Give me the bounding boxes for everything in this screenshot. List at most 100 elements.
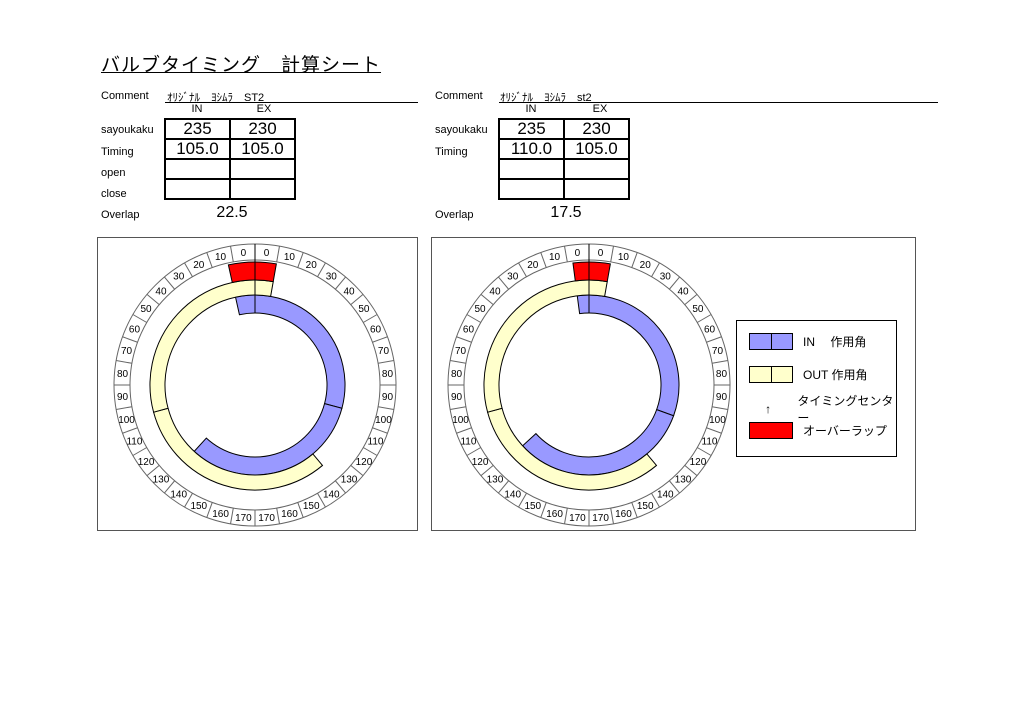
scale-tick xyxy=(132,447,147,456)
scale-tick xyxy=(372,427,388,434)
scale-label: 110 xyxy=(702,437,718,448)
scale-label: 10 xyxy=(618,252,630,263)
scale-label: 100 xyxy=(375,415,392,426)
in-open[interactable] xyxy=(498,158,565,180)
in-timing[interactable]: 110.0 xyxy=(498,138,565,160)
ex-header: EX xyxy=(256,103,272,115)
in-sayoukaku[interactable]: 235 xyxy=(164,118,231,140)
legend-center: ↑ タイミングセンター xyxy=(749,392,896,426)
in-sayoukaku[interactable]: 235 xyxy=(498,118,565,140)
in-close[interactable] xyxy=(498,178,565,200)
legend-overlap: オーバーラップ xyxy=(749,422,887,439)
scale-label: 170 xyxy=(235,513,252,524)
scale-tick xyxy=(610,508,614,524)
scale-tick xyxy=(450,406,466,410)
overlap-arc xyxy=(572,261,611,283)
scale-tick xyxy=(651,262,660,277)
ex-close[interactable] xyxy=(229,178,296,200)
scale-tick xyxy=(378,360,394,364)
scale-tick xyxy=(712,360,728,364)
comment-value[interactable]: ｵﾘｼﾞﾅﾙ ﾖｼﾑﾗ st2 xyxy=(500,92,592,104)
scale-label: 20 xyxy=(193,260,205,271)
scale-label: 100 xyxy=(118,415,135,426)
scale-label: 140 xyxy=(504,489,521,500)
scale-label: 60 xyxy=(370,324,382,335)
ex-open[interactable] xyxy=(229,158,296,180)
ex-timing[interactable]: 105.0 xyxy=(229,138,296,160)
scale-tick xyxy=(146,293,160,306)
in-timing[interactable]: 105.0 xyxy=(164,138,231,160)
ex-timing[interactable]: 105.0 xyxy=(563,138,630,160)
in-header: IN xyxy=(525,103,537,115)
scale-label: 150 xyxy=(524,501,541,512)
scale-label: 20 xyxy=(640,260,652,271)
comment-label: Comment xyxy=(435,90,483,102)
scale-tick xyxy=(184,262,193,277)
scale-label: 50 xyxy=(692,304,704,315)
overlap-label: Overlap xyxy=(435,209,474,221)
scale-label: 0 xyxy=(598,248,604,259)
scale-tick xyxy=(456,336,472,343)
scale-label: 70 xyxy=(121,346,133,357)
scale-label: 150 xyxy=(190,501,207,512)
scale-label: 130 xyxy=(487,475,504,486)
scale-tick xyxy=(706,336,722,343)
timing-label: Timing xyxy=(101,146,134,158)
scale-label: 160 xyxy=(212,509,229,520)
scale-tick xyxy=(684,464,698,477)
scale-label: 80 xyxy=(451,369,463,380)
in-header: IN xyxy=(191,103,203,115)
scale-tick xyxy=(206,252,213,268)
scale-tick xyxy=(378,406,394,410)
scale-label: 140 xyxy=(657,489,674,500)
scale-tick xyxy=(631,502,638,518)
scale-label: 60 xyxy=(704,324,716,335)
scale-tick xyxy=(540,252,547,268)
scale-label: 70 xyxy=(712,346,724,357)
scale-label: 120 xyxy=(690,457,707,468)
scale-label: 30 xyxy=(326,272,338,283)
scale-label: 100 xyxy=(452,415,469,426)
in-open[interactable] xyxy=(164,158,231,180)
scale-tick xyxy=(697,447,712,456)
comment-label: Comment xyxy=(101,90,149,102)
scale-tick xyxy=(456,427,472,434)
in-duration-arc-before-center xyxy=(576,294,680,417)
scale-label: 80 xyxy=(117,369,129,380)
scale-tick xyxy=(116,406,132,410)
scale-tick xyxy=(334,276,347,290)
scale-tick xyxy=(497,276,510,290)
up-arrow-icon: ↑ xyxy=(765,402,772,416)
scale-label: 170 xyxy=(592,513,609,524)
scale-tick xyxy=(363,314,378,323)
scale-label: 30 xyxy=(173,272,185,283)
scale-label: 0 xyxy=(575,248,581,259)
scale-label: 140 xyxy=(323,489,340,500)
scale-label: 140 xyxy=(170,489,187,500)
scale-label: 10 xyxy=(284,252,296,263)
scale-label: 110 xyxy=(126,437,142,448)
ex-close[interactable] xyxy=(563,178,630,200)
scale-label: 120 xyxy=(138,457,155,468)
scale-tick xyxy=(297,252,304,268)
scale-tick xyxy=(497,480,510,494)
in-close[interactable] xyxy=(164,178,231,200)
scale-tick xyxy=(317,262,326,277)
comment-value[interactable]: ｵﾘｼﾞﾅﾙ ﾖｼﾑﾗ ST2 xyxy=(167,92,265,104)
scale-tick xyxy=(363,447,378,456)
scale-tick xyxy=(230,246,234,262)
ex-open[interactable] xyxy=(563,158,630,180)
scale-label: 90 xyxy=(451,392,463,403)
legend-out: OUT 作用角 xyxy=(749,366,867,383)
ex-sayoukaku[interactable]: 230 xyxy=(229,118,296,140)
close-label: close xyxy=(101,188,127,200)
scale-tick xyxy=(122,427,138,434)
scale-tick xyxy=(350,293,364,306)
ex-header: EX xyxy=(592,103,608,115)
scale-label: 50 xyxy=(140,304,152,315)
ex-sayoukaku[interactable]: 230 xyxy=(563,118,630,140)
scale-label: 110 xyxy=(460,437,476,448)
scale-label: 40 xyxy=(155,286,167,297)
scale-tick xyxy=(230,508,234,524)
overlap-value: 17.5 xyxy=(550,204,582,221)
